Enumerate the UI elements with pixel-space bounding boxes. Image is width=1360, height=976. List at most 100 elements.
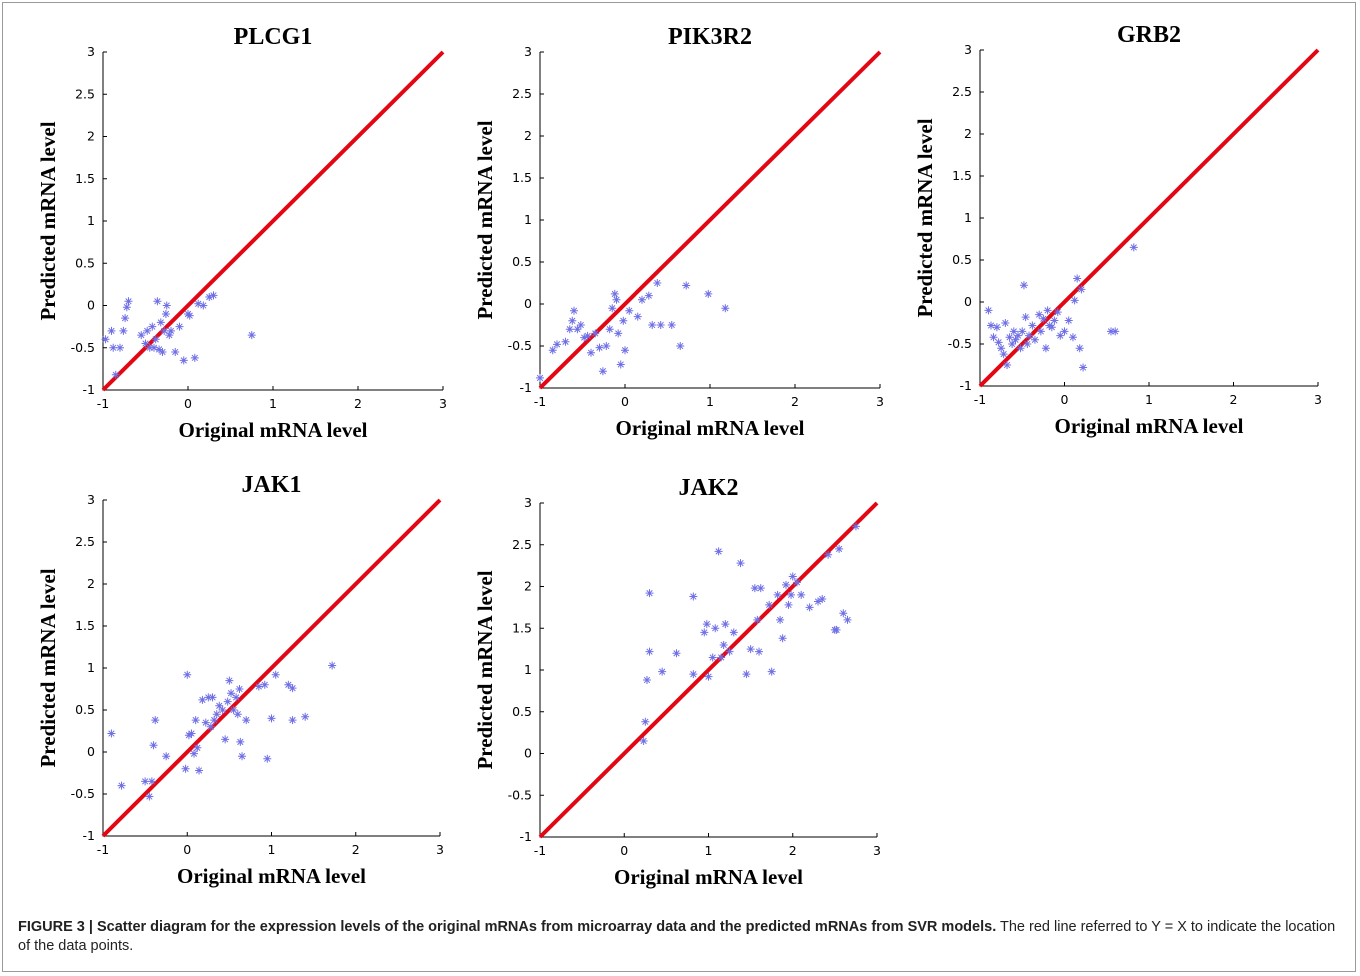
data-point: [729, 628, 738, 637]
data-point: [238, 752, 247, 761]
data-point: [561, 337, 570, 346]
y-axis-label: Predicted mRNA level: [473, 570, 497, 769]
data-point: [143, 326, 152, 335]
data-point: [767, 667, 776, 676]
data-point: [137, 331, 146, 340]
caption-bold: FIGURE 3 | Scatter diagram for the expre…: [18, 919, 997, 935]
data-point: [746, 645, 755, 654]
data-point: [232, 693, 241, 702]
x-tick-label: 2: [789, 843, 797, 858]
data-point: [288, 716, 297, 725]
x-axis-label: Original mRNA level: [179, 418, 368, 442]
y-axis-label: Predicted mRNA level: [913, 118, 937, 317]
y-tick-label: 3: [964, 42, 972, 57]
data-point: [1129, 243, 1138, 252]
data-point: [717, 653, 726, 662]
data-point: [788, 572, 797, 581]
data-point: [1025, 331, 1034, 340]
x-tick-label: 1: [269, 396, 277, 411]
x-tick-label: 3: [876, 394, 884, 409]
data-point: [612, 295, 621, 304]
scatter-panel-grb2: -1 -0.5 0 0.5 1 1.5 2 2.5 3 -1 0 1 2 3 GRB2 Original mR…: [913, 22, 1322, 438]
data-point: [141, 777, 150, 786]
data-point: [235, 685, 244, 693]
x-axis-label: Original mRNA level: [177, 864, 366, 888]
data-point: [753, 615, 762, 624]
data-point: [1039, 314, 1048, 323]
data-point: [756, 584, 765, 593]
data-point: [570, 306, 578, 315]
data-point: [653, 279, 662, 287]
y-tick-label: 1: [964, 210, 972, 225]
x-tick-label: 0: [184, 396, 192, 411]
scatter-panel-plcg1: -1 -0.5 0 0.5 1 1.5 2 2.5 3 -1 0 1 2 3 PLCG1 Original m…: [36, 24, 447, 442]
y-tick-label: -1: [83, 828, 95, 843]
data-point: [778, 634, 787, 643]
data-point: [141, 339, 150, 348]
data-point: [984, 306, 993, 315]
data-point: [1111, 327, 1120, 336]
data-point: [148, 322, 157, 331]
y-axis-label: Predicted mRNA level: [36, 568, 60, 767]
data-point: [839, 609, 848, 618]
data-point: [1009, 327, 1018, 336]
y-tick-label: -0.5: [508, 787, 532, 802]
data-point: [1019, 281, 1028, 290]
data-point: [610, 289, 619, 298]
data-point: [193, 743, 202, 752]
data-point: [145, 792, 154, 801]
data-point: [189, 749, 198, 758]
data-point: [122, 303, 131, 312]
data-point: [267, 714, 276, 723]
data-point: [263, 754, 272, 763]
data-point: [639, 736, 648, 745]
data-point: [242, 716, 251, 725]
data-point: [784, 600, 793, 609]
data-point: [151, 716, 160, 725]
data-point: [223, 697, 232, 706]
y-tick-label: 2.5: [75, 86, 95, 101]
x-tick-label: 3: [1314, 392, 1322, 407]
data-point: [818, 595, 827, 604]
scatter-panel-jak1: -1 -0.5 0 0.5 1 1.5 2 2.5 3 -1 0 1 2 3 JAK1 Original mR…: [36, 472, 444, 888]
data-point: [704, 672, 713, 681]
data-point: [160, 326, 169, 335]
data-point: [1075, 344, 1084, 353]
data-point: [181, 764, 190, 773]
data-point: [641, 717, 650, 726]
data-point: [986, 321, 995, 330]
data-point: [205, 293, 214, 302]
data-point: [725, 647, 734, 656]
data-point: [565, 325, 574, 334]
data-point: [689, 592, 698, 601]
data-point: [167, 326, 175, 335]
y-tick-label: 1: [87, 660, 95, 675]
data-point: [576, 321, 585, 329]
data-point: [1106, 327, 1115, 336]
y-tick-label: 0: [524, 746, 532, 761]
data-point: [153, 297, 162, 306]
data-point: [107, 326, 116, 335]
data-point: [580, 333, 589, 342]
data-point: [583, 331, 592, 340]
scatter-panel-jak2: -1 -0.5 0 0.5 1 1.5 2 2.5 3 -1 0 1 2 3 JAK2 Original mR…: [473, 475, 881, 889]
y-tick-label: -1: [960, 378, 972, 393]
x-axis-label: Original mRNA level: [614, 865, 803, 889]
y-tick-label: 2: [524, 128, 532, 143]
data-point: [1021, 313, 1030, 322]
data-point: [150, 343, 158, 352]
data-point: [199, 301, 208, 310]
data-point: [672, 649, 681, 658]
data-point: [204, 693, 213, 702]
data-point: [119, 326, 128, 335]
data-point: [605, 325, 614, 334]
y-tick-label: 0.5: [952, 252, 972, 267]
data-point: [1016, 344, 1025, 353]
y-tick-label: 1.5: [75, 618, 95, 633]
data-point: [301, 712, 310, 721]
data-point: [1018, 327, 1027, 336]
data-point: [145, 343, 154, 352]
x-tick-label: 1: [706, 394, 714, 409]
data-point: [721, 304, 730, 313]
caption-text: The red line referred to Y = X to indica…: [18, 919, 1336, 954]
